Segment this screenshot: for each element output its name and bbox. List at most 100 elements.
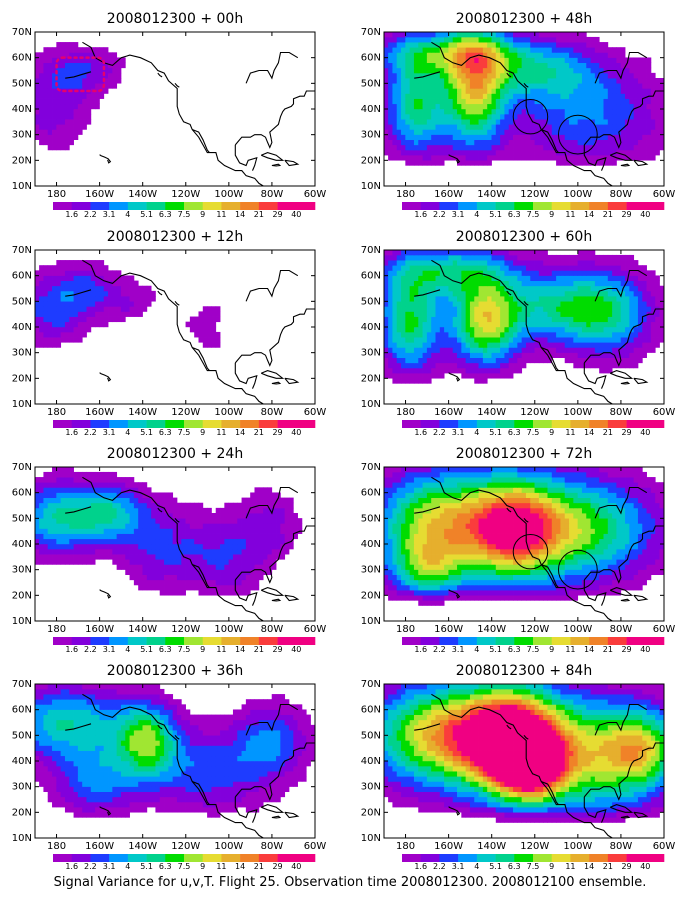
- variance-cell: [189, 513, 195, 519]
- variance-cell: [431, 42, 436, 48]
- variance-cell: [43, 730, 49, 736]
- variance-cell: [482, 93, 488, 99]
- variance-cell: [52, 52, 57, 58]
- variance-cell: [250, 771, 255, 777]
- variance-cell: [594, 57, 600, 63]
- variance-cell: [202, 311, 208, 317]
- variance-cell: [155, 518, 161, 524]
- variance-cell: [603, 78, 609, 84]
- variance-cell: [495, 78, 501, 84]
- variance-cell: [237, 584, 242, 591]
- variance-cell: [82, 709, 87, 715]
- variance-cell: [409, 139, 415, 146]
- variance-cell: [120, 507, 126, 514]
- variance-cell: [189, 796, 195, 803]
- colorbar: 1.6 2.2 3.1 4 5.1 6.3 7.5 9 11 14 21 29 40: [53, 854, 316, 871]
- variance-cell: [508, 113, 514, 120]
- variance-cell: [52, 694, 57, 700]
- variance-cell: [439, 83, 445, 89]
- variance-cell: [435, 88, 441, 94]
- variance-cell: [60, 699, 66, 705]
- variance-cell: [276, 497, 281, 504]
- lat-tick-label: 70N: [12, 462, 32, 473]
- variance-cell: [146, 518, 152, 524]
- variance-cell: [560, 42, 566, 48]
- variance-cell: [388, 88, 393, 94]
- variance-cell: [530, 139, 535, 146]
- variance-cell: [444, 139, 449, 146]
- variance-cell: [43, 760, 49, 767]
- variance-cell: [56, 796, 62, 803]
- variance-cell: [250, 507, 255, 514]
- variance-cell: [39, 93, 44, 99]
- variance-cell: [439, 144, 445, 151]
- variance-cell: [56, 306, 62, 312]
- variance-cell: [73, 103, 79, 110]
- variance-cell: [99, 538, 105, 545]
- variance-cell: [306, 745, 311, 751]
- variance-cell: [194, 518, 199, 524]
- coastline-path: [82, 259, 264, 404]
- variance-cell: [69, 47, 74, 53]
- variance-cell: [564, 155, 570, 161]
- variance-cell: [112, 316, 118, 323]
- variance-cell: [521, 119, 527, 125]
- variance-cell: [56, 331, 62, 338]
- variance-cell: [82, 791, 87, 798]
- colorbar-label: 40: [291, 210, 301, 219]
- variance-cell: [77, 265, 83, 271]
- variance-cell: [56, 482, 62, 488]
- variance-cell: [108, 62, 113, 69]
- variance-cell: [172, 564, 178, 570]
- variance-cell: [646, 139, 652, 146]
- variance-cell: [211, 740, 217, 746]
- variance-cell: [418, 103, 423, 110]
- variance-cell: [35, 760, 40, 767]
- variance-cell: [151, 533, 156, 540]
- variance-cell: [616, 72, 622, 79]
- variance-cell: [232, 564, 238, 570]
- variance-cell: [650, 103, 656, 110]
- variance-cell: [241, 781, 247, 787]
- variance-cell: [569, 129, 574, 135]
- variance-cell: [146, 750, 152, 757]
- variance-cell: [73, 533, 79, 540]
- variance-cell: [202, 745, 208, 751]
- variance-cell: [52, 301, 57, 307]
- variance-cell: [560, 67, 566, 74]
- variance-cell: [469, 52, 475, 58]
- variance-cell: [146, 543, 152, 550]
- variance-cell: [521, 62, 527, 69]
- variance-cell: [52, 471, 57, 478]
- variance-cell: [491, 113, 497, 120]
- variance-cell: [435, 67, 441, 74]
- variance-cell: [297, 735, 303, 741]
- variance-cell: [258, 497, 264, 504]
- variance-cell: [103, 52, 109, 58]
- variance-cell: [384, 108, 389, 115]
- variance-cell: [228, 740, 234, 746]
- variance-cell: [103, 704, 109, 710]
- variance-cell: [103, 684, 109, 690]
- variance-cell: [146, 791, 152, 798]
- variance-cell: [245, 699, 251, 705]
- variance-cell: [69, 280, 74, 287]
- variance-cell: [461, 78, 467, 84]
- variance-cell: [159, 704, 165, 710]
- variance-cell: [207, 730, 212, 736]
- variance-cell: [215, 342, 221, 348]
- variance-cell: [108, 78, 113, 84]
- variance-cell: [146, 554, 152, 560]
- variance-cell: [112, 72, 118, 79]
- variance-cell: [116, 62, 122, 69]
- variance-cell: [172, 538, 178, 545]
- variance-cell: [159, 791, 165, 798]
- variance-cell: [47, 760, 53, 767]
- variance-cell: [607, 93, 613, 99]
- colorbar-swatch: [202, 202, 222, 210]
- variance-cell: [108, 316, 113, 323]
- variance-cell: [392, 47, 398, 53]
- variance-cell: [52, 124, 57, 130]
- colorbar-label: 7.5: [178, 428, 191, 437]
- variance-cell: [146, 740, 152, 746]
